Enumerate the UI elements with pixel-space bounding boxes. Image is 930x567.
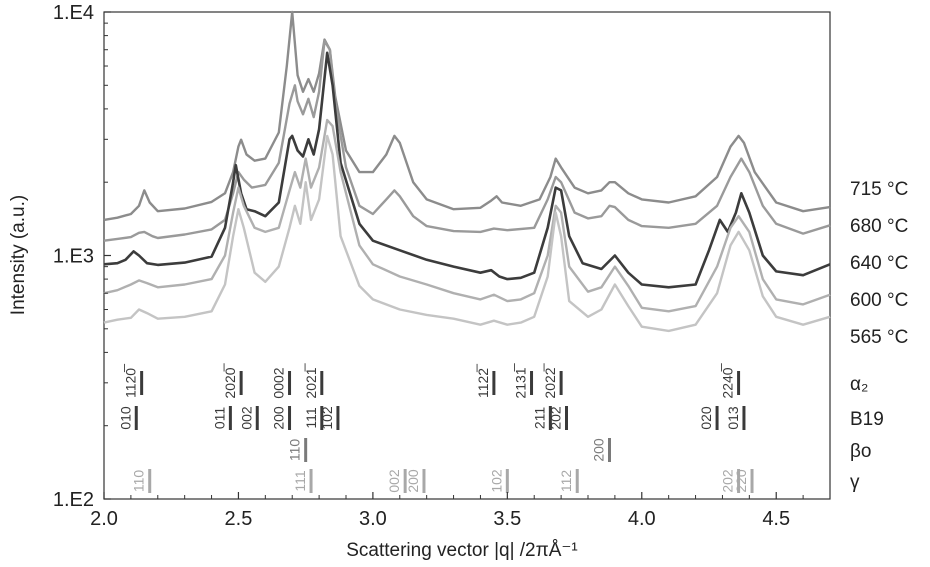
series-line-0 [103, 10, 831, 222]
reflection-label: 0002 [271, 367, 287, 398]
reflection-label: 220 [733, 469, 749, 493]
series-layer [103, 10, 831, 333]
reflection-label: 200 [405, 469, 421, 493]
series-line-4 [103, 134, 831, 333]
series-label: 600 °C [850, 290, 908, 311]
reflection-label: 2021̅ [303, 362, 319, 398]
x-tick-label: 4.5 [762, 508, 790, 530]
phase-label: γ [850, 472, 860, 493]
reflection-label: 202 [720, 469, 736, 493]
reflection-label: 200 [591, 438, 607, 462]
series-line-3 [103, 118, 831, 313]
axes: 2.0 2.5 3.0 3.5 4.0 4.5 1.E2 1.E3 1.E4 [53, 2, 831, 530]
reflection-label: 200 [271, 406, 287, 430]
reflection-label: 111 [292, 470, 308, 491]
y-tick-label: 1.E4 [53, 2, 94, 24]
x-tick-label: 3.5 [493, 508, 521, 530]
series-label: 640 °C [850, 253, 908, 274]
series-label: 565 °C [850, 327, 908, 348]
reflection-label: 1120̅ [123, 363, 139, 398]
y-tick-label: 1.E3 [53, 246, 94, 268]
reflection-label: 2020̅ [222, 362, 238, 398]
y-axis-title: Intensity (a.u.) [8, 195, 29, 315]
reflection-label: 2131̅ [513, 362, 529, 398]
series-label: 715 °C [850, 179, 908, 200]
reflection-label: 110 [131, 470, 147, 493]
reflection-label: 110 [287, 439, 303, 462]
x-tick-label: 2.0 [90, 508, 118, 530]
reflection-label: 112 [558, 470, 574, 493]
series-line-2 [103, 51, 831, 289]
reflection-label: 2240̅ [720, 362, 736, 398]
reflection-markers: 1120̅ 2020̅ 0002 2021̅ 1122̅ 2131̅ 2022̅ 2240̅ 0… [117, 362, 754, 493]
phase-label: βo [850, 441, 872, 462]
reflection-label: 202 [548, 406, 564, 430]
x-axis-title: Scattering vector |q| /2πÅ⁻¹ [346, 540, 578, 561]
x-tick-label: 4.0 [628, 508, 656, 530]
reflection-label: 020 [698, 406, 714, 430]
reflection-label: 013 [725, 406, 741, 430]
y-tick-label: 1.E2 [53, 489, 94, 511]
reflection-label: 102 [488, 469, 504, 493]
reflection-label: 1122̅ [475, 363, 491, 398]
series-label: 680 °C [850, 216, 908, 237]
reflection-label: 010 [117, 406, 133, 430]
x-tick-label: 2.5 [225, 508, 253, 530]
phase-label: B19 [850, 409, 884, 430]
reflection-label: 011 [211, 407, 227, 430]
reflection-label: 002 [238, 406, 254, 430]
reflection-label: 002 [386, 469, 402, 493]
reflection-label: 111 [303, 407, 319, 428]
labels: 715 °C 680 °C 640 °C 600 °C 565 °C α₂ B19 βo γ [850, 179, 908, 493]
x-tick-label: 3.0 [359, 508, 387, 530]
reflection-label: 2022̅ [542, 362, 558, 398]
reflection-label: 102 [319, 406, 335, 430]
phase-label: α₂ [850, 374, 868, 395]
reflection-label: 211 [531, 407, 547, 430]
